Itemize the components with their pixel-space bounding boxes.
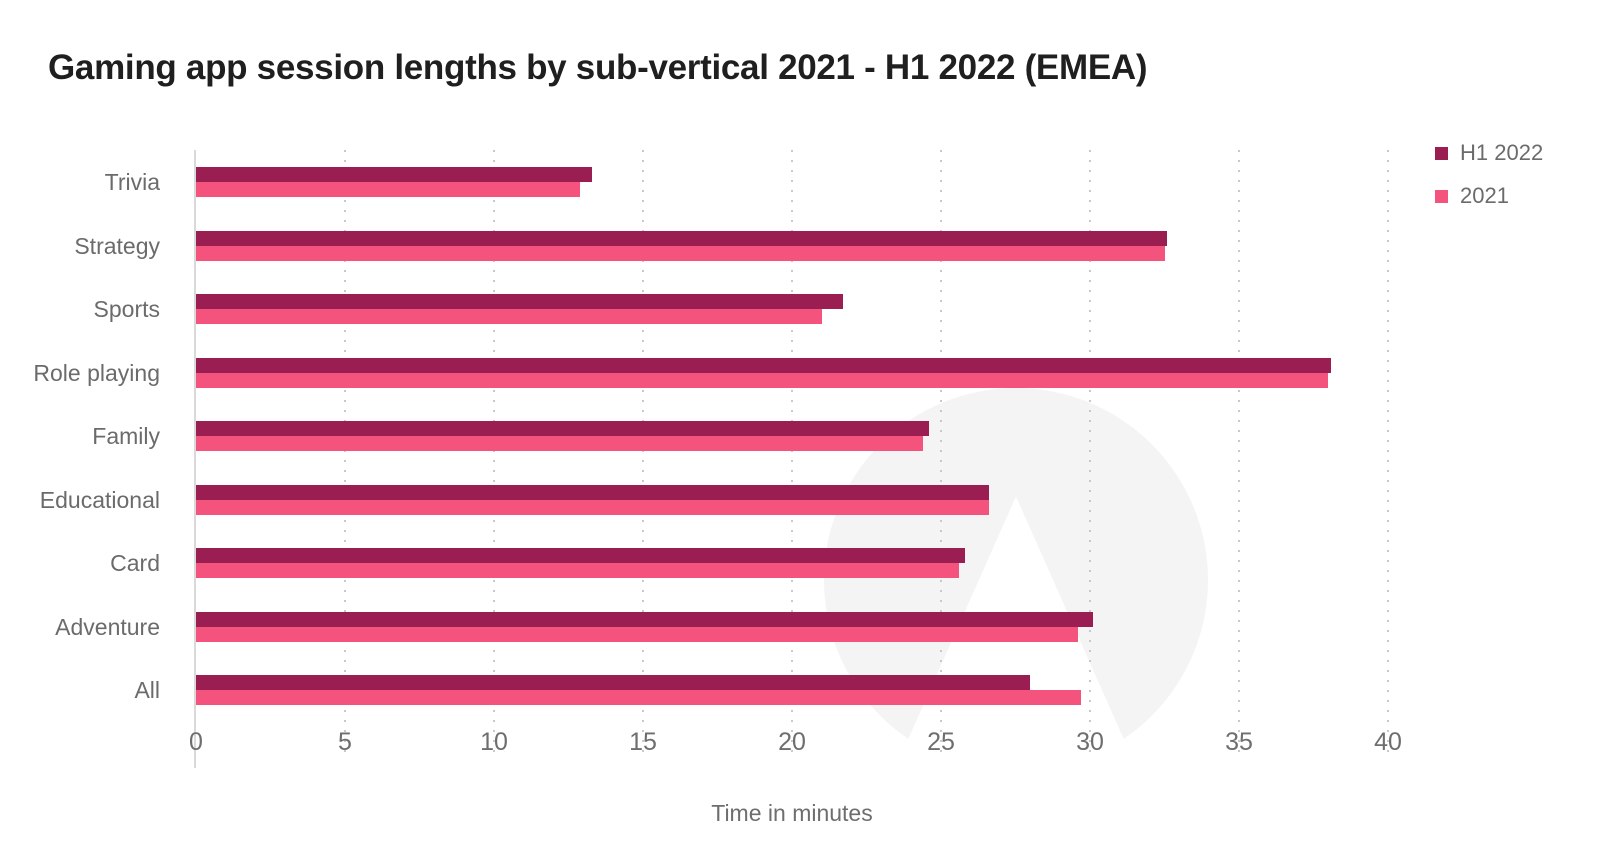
gridline-30: [1089, 150, 1091, 760]
bar-all-h1-2022: [196, 675, 1031, 690]
legend-label: H1 2022: [1460, 140, 1544, 165]
bar-role-playing-h1-2022: [196, 357, 1332, 373]
bar-adventure-h1-2022: [196, 611, 1093, 627]
category-label-sports: Sports: [93, 296, 160, 322]
x-tick-label-20: 20: [778, 728, 806, 756]
bar-trivia-2021: [196, 182, 581, 197]
legend-item-h1-2022: H1 2022: [1435, 140, 1543, 166]
category-label-strategy: Strategy: [74, 232, 160, 259]
gridline-35: [1238, 150, 1240, 760]
category-label-role-playing: Role playing: [33, 359, 160, 386]
legend: H1 2022 2021: [1435, 140, 1543, 226]
y-axis-line: [194, 150, 196, 768]
x-tick-label-30: 30: [1076, 728, 1104, 756]
legend-label: 2021: [1460, 183, 1509, 208]
legend-swatch-icon: [1435, 146, 1448, 160]
bar-educational-h1-2022: [196, 484, 989, 500]
category-label-educational: Educational: [39, 486, 160, 513]
bar-family-2021: [196, 436, 924, 451]
category-label-all: All: [134, 677, 160, 703]
bar-educational-2021: [196, 499, 989, 515]
x-tick-label-10: 10: [480, 728, 508, 756]
bar-strategy-h1-2022: [196, 230, 1168, 246]
x-tick-label-0: 0: [189, 728, 203, 756]
gridline-15: [642, 150, 644, 760]
legend-item-2021: 2021: [1435, 183, 1543, 209]
bar-card-2021: [196, 563, 959, 578]
x-tick-label-25: 25: [927, 728, 955, 756]
x-tick-label-15: 15: [629, 728, 657, 756]
bar-family-h1-2022: [196, 421, 930, 436]
bar-trivia-h1-2022: [196, 167, 593, 182]
gridline-25: [940, 150, 942, 760]
gridline-5: [344, 150, 346, 760]
bar-sports-h1-2022: [196, 294, 843, 309]
chart-title: Gaming app session lengths by sub-vertic…: [48, 48, 1148, 87]
bar-adventure-2021: [196, 626, 1079, 642]
bar-strategy-2021: [196, 245, 1165, 261]
category-label-family: Family: [92, 423, 160, 449]
bar-card-h1-2022: [196, 548, 965, 563]
bar-sports-2021: [196, 309, 822, 324]
plot-area: [194, 150, 1426, 773]
gridline-10: [493, 150, 495, 760]
x-tick-label-5: 5: [338, 728, 352, 756]
category-label-card: Card: [110, 550, 160, 576]
category-label-trivia: Trivia: [104, 169, 160, 195]
legend-swatch-icon: [1435, 189, 1448, 203]
x-tick-label-35: 35: [1225, 728, 1253, 756]
category-label-adventure: Adventure: [55, 613, 160, 640]
x-axis-title: Time in minutes: [711, 800, 873, 826]
gridline-20: [791, 150, 793, 760]
x-tick-label-40: 40: [1374, 728, 1402, 756]
bar-all-2021: [196, 690, 1082, 705]
gridline-40: [1387, 150, 1389, 760]
bar-role-playing-2021: [196, 372, 1329, 388]
